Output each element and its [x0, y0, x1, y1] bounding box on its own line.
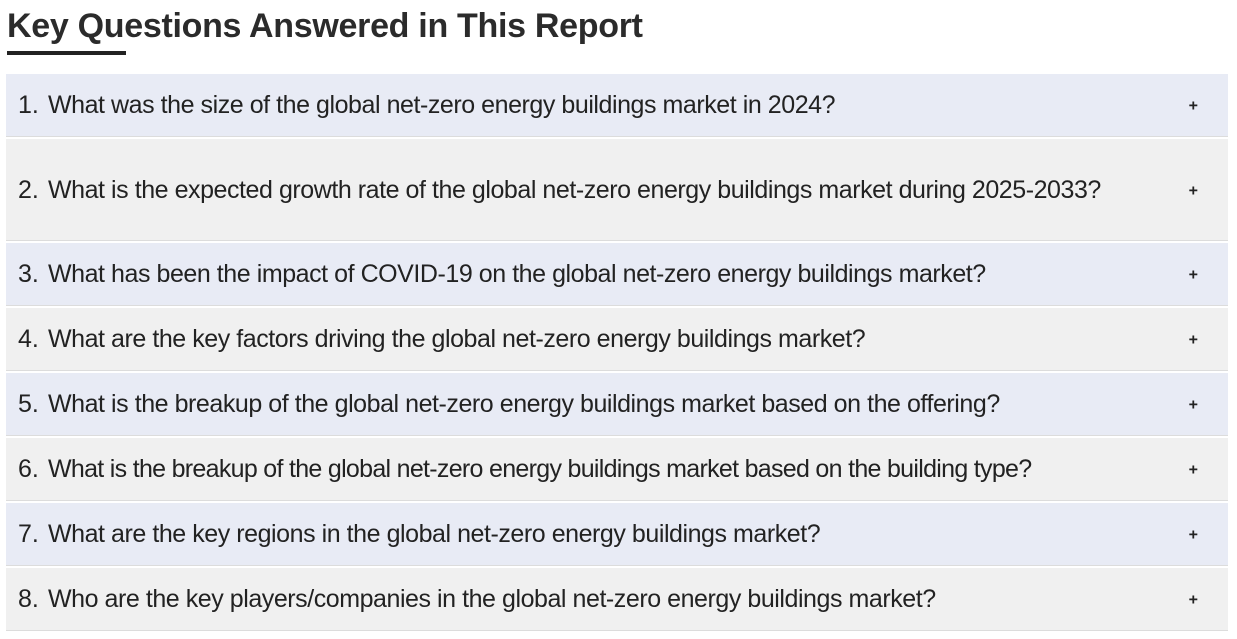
faq-item-5[interactable]: 5. What is the breakup of the global net… — [6, 373, 1228, 436]
faq-item-1[interactable]: 1. What was the size of the global net-z… — [6, 74, 1228, 137]
question-text: What has been the impact of COVID-19 on … — [48, 260, 986, 288]
question-number: 5. — [18, 390, 39, 418]
plus-icon[interactable]: + — [1188, 461, 1198, 479]
section-heading: Key Questions Answered in This Report — [7, 7, 643, 45]
question-text: What are the key factors driving the glo… — [48, 325, 866, 353]
faq-item-2[interactable]: 2. What is the expected growth rate of t… — [6, 139, 1228, 241]
question-number: 7. — [18, 520, 39, 548]
plus-icon[interactable]: + — [1188, 396, 1198, 414]
question-number: 3. — [18, 260, 39, 288]
question-number: 1. — [18, 91, 39, 119]
question-text: What was the size of the global net-zero… — [48, 91, 836, 119]
plus-icon[interactable]: + — [1188, 182, 1198, 200]
question-text: Who are the key players/companies in the… — [48, 585, 936, 613]
question-number: 6. — [18, 455, 39, 483]
question-text: What is the expected growth rate of the … — [48, 175, 1101, 204]
plus-icon[interactable]: + — [1188, 97, 1198, 115]
faq-item-4[interactable]: 4. What are the key factors driving the … — [6, 308, 1228, 371]
question-text: What is the breakup of the global net-ze… — [48, 390, 1000, 418]
plus-icon[interactable]: + — [1188, 591, 1198, 609]
plus-icon[interactable]: + — [1188, 331, 1198, 349]
plus-icon[interactable]: + — [1188, 526, 1198, 544]
heading-underline — [7, 51, 126, 55]
question-text: What are the key regions in the global n… — [48, 520, 821, 548]
faq-item-8[interactable]: 8. Who are the key players/companies in … — [6, 568, 1228, 631]
question-number: 2. — [18, 175, 39, 204]
question-number: 4. — [18, 325, 39, 353]
question-text: What is the breakup of the global net-ze… — [48, 455, 1032, 483]
plus-icon[interactable]: + — [1188, 266, 1198, 284]
faq-item-7[interactable]: 7. What are the key regions in the globa… — [6, 503, 1228, 566]
question-number: 8. — [18, 585, 39, 613]
faq-item-6[interactable]: 6. What is the breakup of the global net… — [6, 438, 1228, 501]
faq-item-3[interactable]: 3. What has been the impact of COVID-19 … — [6, 243, 1228, 306]
